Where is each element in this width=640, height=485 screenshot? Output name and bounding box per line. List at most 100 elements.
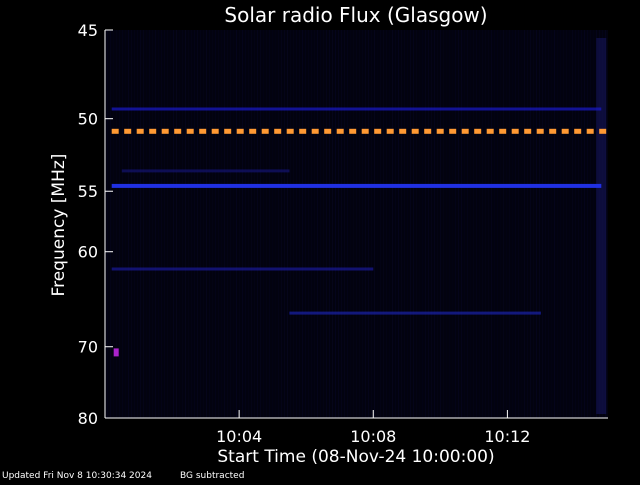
noise-stripe xyxy=(230,30,231,418)
band-3 xyxy=(121,169,290,173)
noise-stripe xyxy=(590,30,591,418)
noise-stripe xyxy=(404,30,405,418)
band-segment-0 xyxy=(474,128,482,134)
noise-stripe xyxy=(527,30,528,418)
noise-stripe xyxy=(515,30,516,418)
noise-stripe xyxy=(296,30,297,418)
noise-stripe xyxy=(116,30,117,418)
noise-stripe xyxy=(179,30,180,418)
noise-stripe xyxy=(464,30,465,418)
noise-stripe xyxy=(290,30,291,418)
edge-broadband-column xyxy=(596,38,607,414)
noise-stripe xyxy=(557,30,558,418)
noise-stripe xyxy=(125,30,126,418)
noise-stripe xyxy=(278,30,279,418)
noise-stripe xyxy=(191,30,192,418)
band-segment-0 xyxy=(574,128,582,134)
band-segment-0 xyxy=(524,128,532,134)
noise-stripe xyxy=(254,30,255,418)
x-tick-label: 10:04 xyxy=(216,427,262,446)
noise-stripe xyxy=(530,30,531,418)
band-segment-0 xyxy=(249,128,257,134)
band-segment-0 xyxy=(549,128,557,134)
noise-stripe xyxy=(479,30,480,418)
band-segment-0 xyxy=(374,128,382,134)
band-4 xyxy=(111,267,374,271)
noise-stripe xyxy=(167,30,168,418)
noise-stripe xyxy=(269,30,270,418)
noise-stripe xyxy=(455,30,456,418)
noise-stripe xyxy=(362,30,363,418)
footer-bg-note: BG subtracted xyxy=(180,471,244,480)
band-segment-0 xyxy=(411,128,419,134)
noise-stripe xyxy=(122,30,123,418)
y-tick-label: 55 xyxy=(78,182,98,201)
noise-stripe xyxy=(311,30,312,418)
band-segment-0 xyxy=(211,128,219,134)
noise-stripe xyxy=(521,30,522,418)
noise-stripe xyxy=(389,30,390,418)
band-segment-0 xyxy=(436,128,444,134)
noise-stripe xyxy=(242,30,243,418)
noise-stripe xyxy=(500,30,501,418)
y-tick-label: 70 xyxy=(78,338,98,357)
noise-stripe xyxy=(353,30,354,418)
y-tick-label: 45 xyxy=(78,21,98,40)
noise-stripe xyxy=(416,30,417,418)
noise-texture xyxy=(107,30,607,418)
noise-stripe xyxy=(314,30,315,418)
noise-stripe xyxy=(476,30,477,418)
noise-stripe xyxy=(512,30,513,418)
band-segment-0 xyxy=(299,128,307,134)
band-segment-0 xyxy=(599,128,607,134)
noise-stripe xyxy=(434,30,435,418)
noise-stripe xyxy=(383,30,384,418)
noise-stripe xyxy=(221,30,222,418)
noise-stripe xyxy=(545,30,546,418)
noise-stripe xyxy=(509,30,510,418)
noise-stripe xyxy=(482,30,483,418)
plot-area xyxy=(105,30,608,418)
noise-stripe xyxy=(428,30,429,418)
band-segment-0 xyxy=(111,128,119,134)
noise-stripe xyxy=(257,30,258,418)
plot-background xyxy=(105,30,608,418)
noise-stripe xyxy=(227,30,228,418)
y-tick-label: 80 xyxy=(78,409,98,428)
noise-stripe xyxy=(437,30,438,418)
noise-stripe xyxy=(536,30,537,418)
noise-stripe xyxy=(152,30,153,418)
noise-stripe xyxy=(569,30,570,418)
noise-stripe xyxy=(572,30,573,418)
noise-stripe xyxy=(200,30,201,418)
noise-stripe xyxy=(332,30,333,418)
noise-stripe xyxy=(467,30,468,418)
noise-stripe xyxy=(326,30,327,418)
noise-stripe xyxy=(503,30,504,418)
spot-6 xyxy=(113,348,119,357)
band-segment-0 xyxy=(274,128,282,134)
noise-stripe xyxy=(365,30,366,418)
noise-stripe xyxy=(272,30,273,418)
noise-stripe xyxy=(356,30,357,418)
noise-stripe xyxy=(566,30,567,418)
band-segment-0 xyxy=(424,128,432,134)
noise-stripe xyxy=(371,30,372,418)
noise-stripe xyxy=(128,30,129,418)
noise-stripe xyxy=(173,30,174,418)
y-axis-label: Frequency [MHz] xyxy=(49,154,69,297)
noise-stripe xyxy=(470,30,471,418)
noise-stripe xyxy=(245,30,246,418)
noise-stripe xyxy=(587,30,588,418)
band-segment-0 xyxy=(399,128,407,134)
noise-stripe xyxy=(212,30,213,418)
axes xyxy=(104,30,608,419)
noise-stripe xyxy=(449,30,450,418)
band-segment-0 xyxy=(161,128,169,134)
chart-title: Solar radio Flux (Glasgow) xyxy=(224,3,487,27)
noise-stripe xyxy=(140,30,141,418)
noise-stripe xyxy=(554,30,555,418)
noise-stripe xyxy=(287,30,288,418)
noise-stripe xyxy=(194,30,195,418)
noise-stripe xyxy=(176,30,177,418)
